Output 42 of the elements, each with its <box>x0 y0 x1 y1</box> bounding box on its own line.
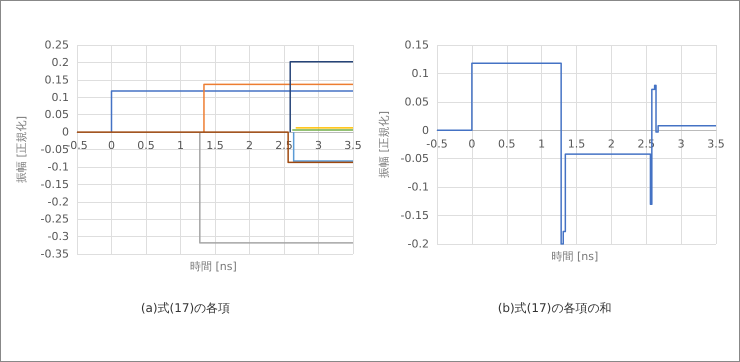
x-tick-label: 3 <box>678 137 685 150</box>
y-tick-label: -0.05 <box>40 143 69 156</box>
y-tick-label: 0.25 <box>44 38 69 52</box>
y-tick-label: -0.05 <box>400 152 429 166</box>
x-tick-label: 0 <box>468 137 476 150</box>
x-tick-label: 3 <box>315 139 322 152</box>
y-tick-label: -0.15 <box>40 178 69 191</box>
y-tick-label: 0.15 <box>404 38 429 52</box>
y-tick-label: -0.3 <box>48 230 69 244</box>
x-tick-label: 1.5 <box>206 139 224 152</box>
y-tick-label: 0.1 <box>412 66 429 80</box>
text: (a)式(17)の各項 <box>140 301 230 315</box>
y-tick-label: 0.1 <box>52 90 69 104</box>
y-axis-title: 振幅 [正規化] <box>378 110 391 178</box>
x-axis-title: 時間 [ns] <box>190 260 237 273</box>
y-tick-label: 0.15 <box>44 73 69 86</box>
y-tick-label: 0.05 <box>404 95 429 108</box>
x-tick-label: 1 <box>177 139 184 152</box>
text: (b)式(17)の各項の和 <box>498 301 612 315</box>
y-tick-label: -0.1 <box>48 160 69 174</box>
y-tick-label: -0.1 <box>408 180 429 194</box>
y-tick-label: -0.15 <box>400 209 429 222</box>
y-tick-label: 0.2 <box>52 56 69 69</box>
x-tick-label: 2 <box>608 137 615 150</box>
y-tick-label: 0.05 <box>44 108 69 122</box>
x-tick-label: 0.5 <box>498 137 516 150</box>
x-tick-label: 3.5 <box>707 137 725 150</box>
y-tick-label: 0 <box>422 124 429 137</box>
y-tick-label: -0.25 <box>40 212 69 226</box>
x-tick-label: 1.5 <box>568 137 586 150</box>
x-tick-label: 3.5 <box>344 139 362 152</box>
y-tick-label: -0.2 <box>48 195 69 208</box>
x-tick-label: 0.5 <box>137 139 155 152</box>
x-tick-label: 2 <box>246 139 253 152</box>
y-tick-label: -0.2 <box>408 238 429 250</box>
y-tick-label: 0 <box>62 126 69 139</box>
x-axis-title: 時間 [ns] <box>552 250 598 263</box>
y-tick-label: -0.35 <box>40 248 69 260</box>
x-tick-label: 1 <box>538 137 546 150</box>
x-tick-label: 0 <box>108 139 115 152</box>
x-tick-label: -0.5 <box>426 137 448 150</box>
y-axis-title: 振幅 [正規化] <box>15 116 28 184</box>
